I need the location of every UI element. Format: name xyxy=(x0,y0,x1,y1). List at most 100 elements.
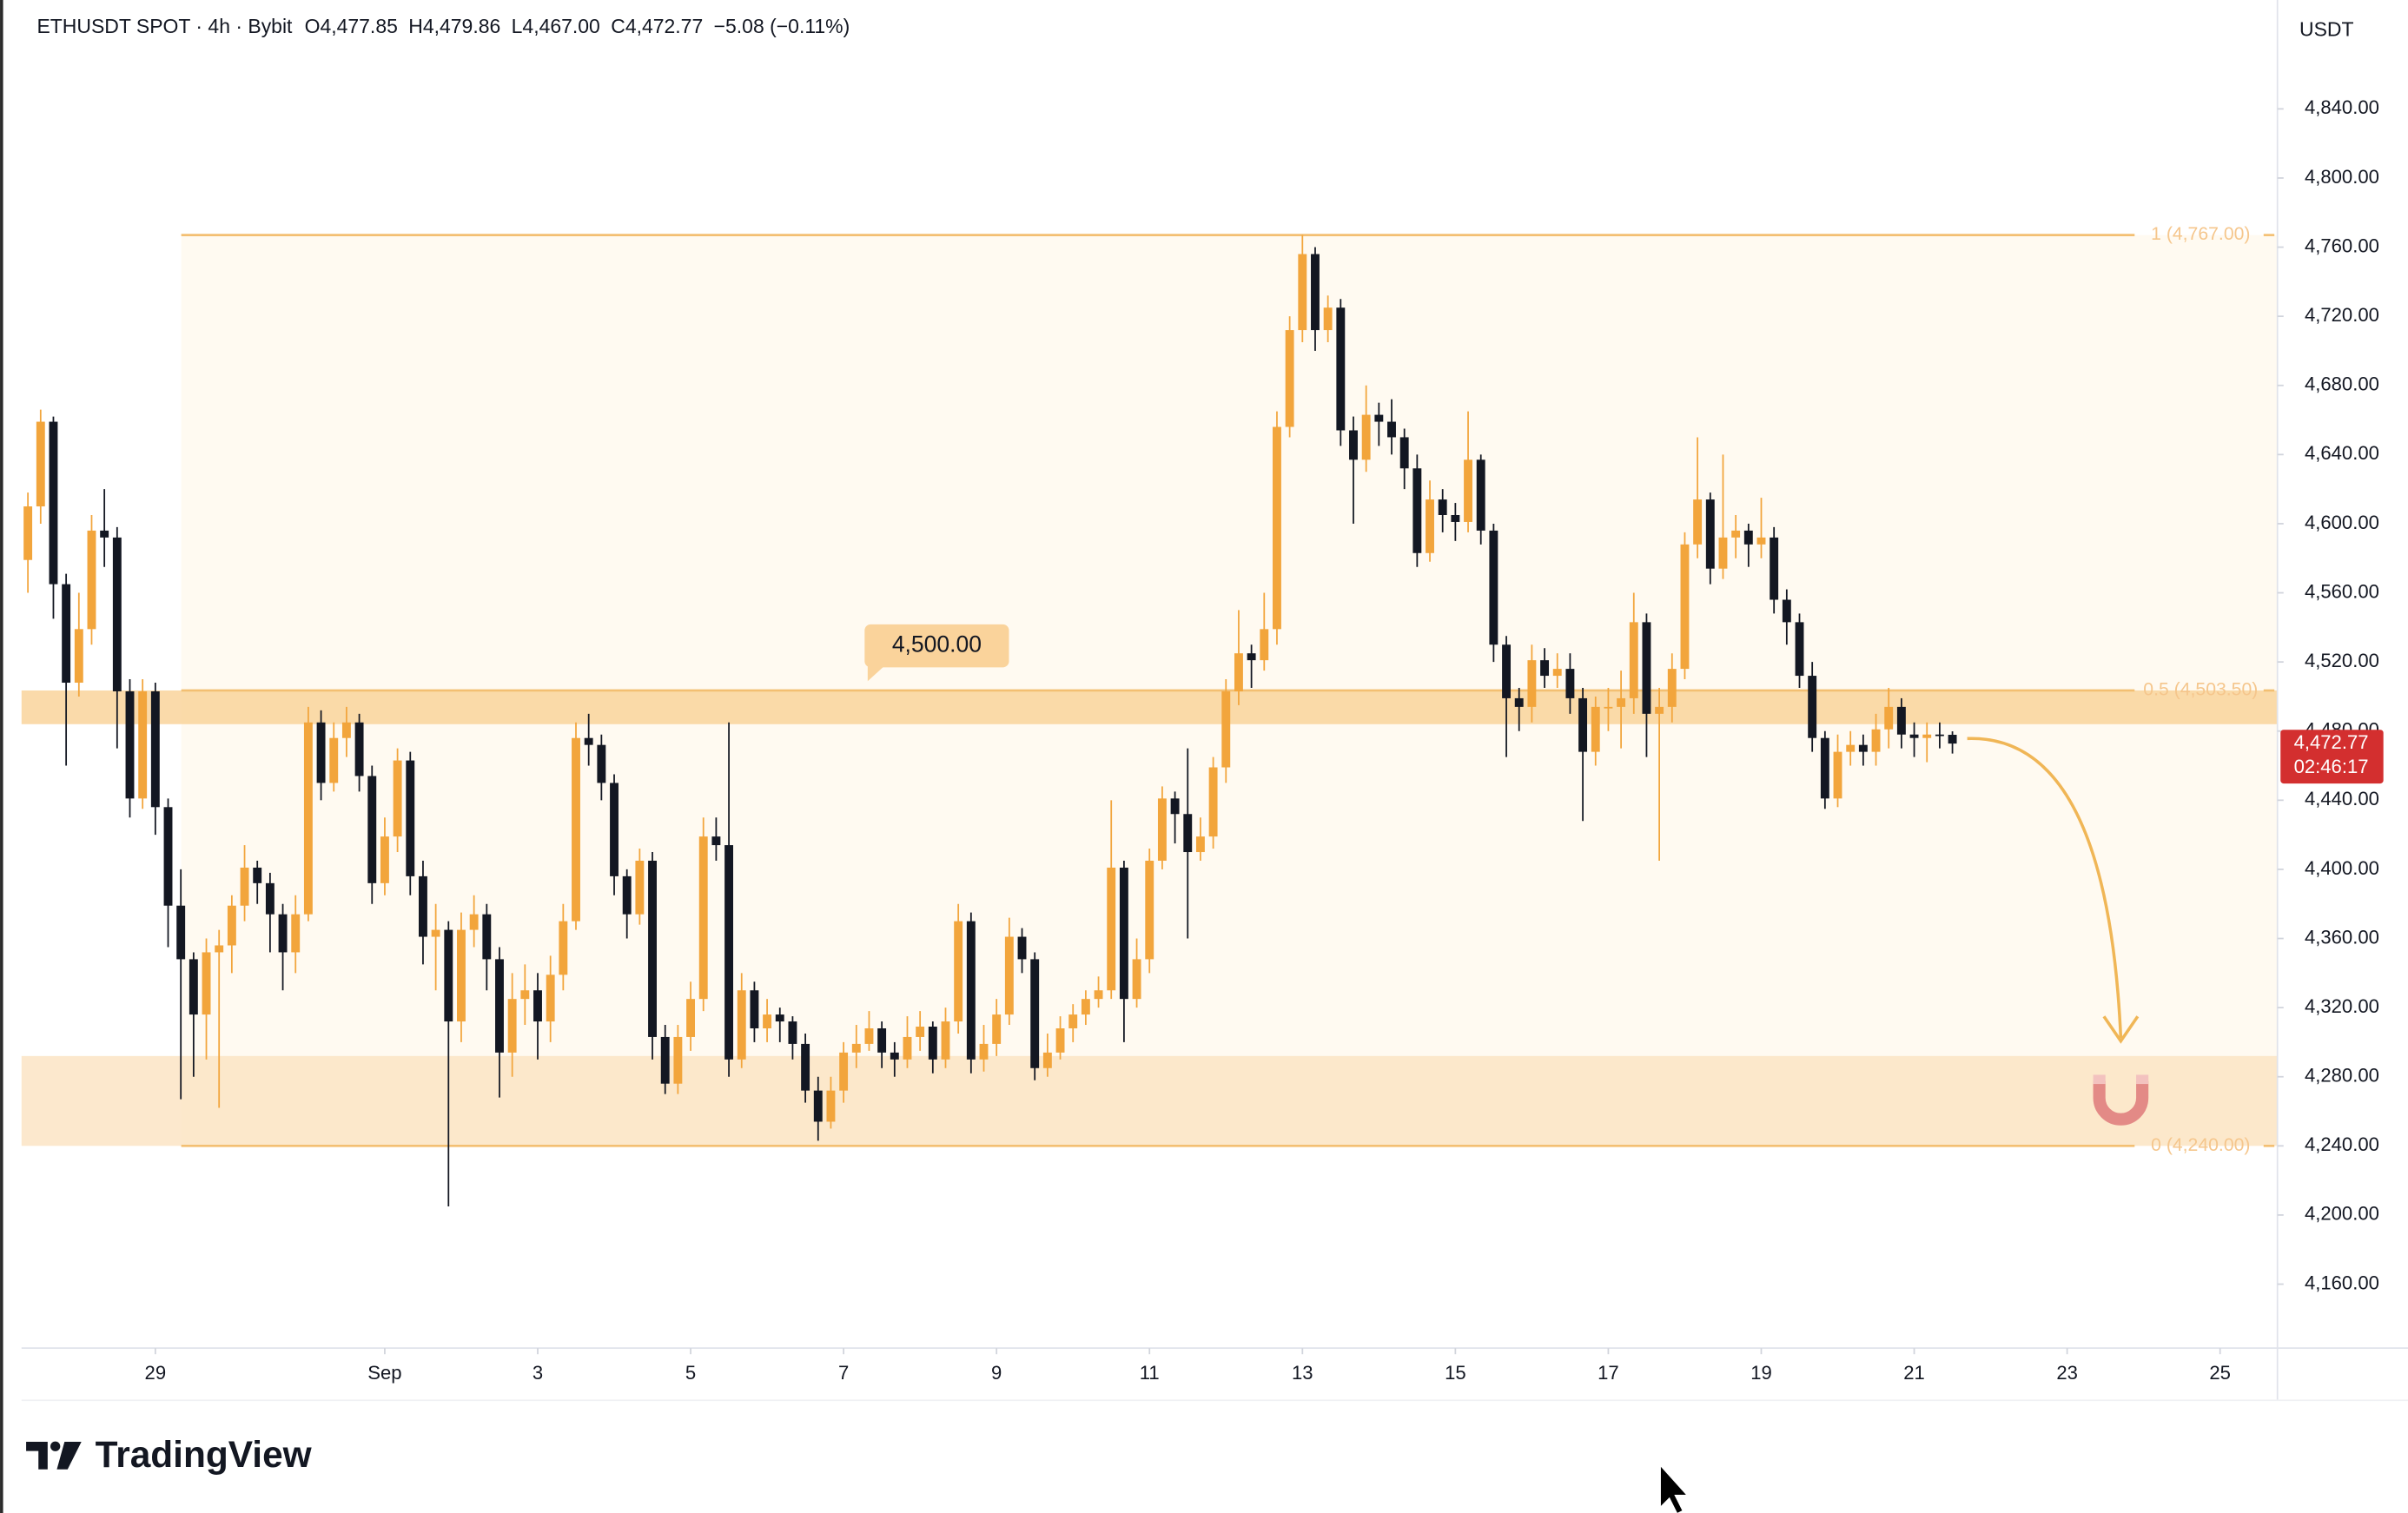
price-change: −5.08 (−0.11%) xyxy=(714,15,850,37)
candle-body xyxy=(23,506,33,560)
candle-body xyxy=(992,1014,1002,1044)
candle-body xyxy=(801,1043,810,1091)
y-tick-label: 4,400.00 xyxy=(2305,857,2379,879)
candle-body xyxy=(1909,734,1919,738)
candle-body xyxy=(686,999,696,1037)
candle-body xyxy=(176,905,186,960)
y-tick-label: 4,200.00 xyxy=(2305,1203,2379,1225)
brand-name: TradingView xyxy=(96,1434,313,1475)
candle-body xyxy=(916,1027,925,1037)
candle-body xyxy=(520,990,530,1000)
candle-body xyxy=(1591,706,1600,752)
candle-body xyxy=(1743,530,1753,545)
candle-body xyxy=(1782,599,1791,623)
candle-body xyxy=(711,836,721,846)
candle-body xyxy=(890,1052,899,1060)
candle-body xyxy=(163,807,173,906)
callout-label: 4,500.00 xyxy=(892,631,982,657)
magnet-body xyxy=(2093,1080,2149,1126)
candle-body xyxy=(533,990,542,1022)
candle-body xyxy=(1896,706,1906,735)
candle-body xyxy=(1948,735,1957,744)
candle-body xyxy=(1336,307,1346,431)
candle-body xyxy=(202,952,211,1015)
candle-body xyxy=(610,783,619,876)
y-tick-label: 4,240.00 xyxy=(2305,1133,2379,1155)
candle-body xyxy=(1935,734,1944,737)
candle-body xyxy=(418,875,427,937)
candle-body xyxy=(660,1036,670,1084)
x-tick-label: 5 xyxy=(685,1362,696,1384)
x-tick-label: Sep xyxy=(367,1362,401,1384)
last-price-tag xyxy=(2280,730,2384,784)
logo-mark xyxy=(50,1441,61,1451)
candle-body xyxy=(1642,622,1651,714)
candle-body xyxy=(1107,867,1116,991)
candle-body xyxy=(1260,629,1269,661)
candle-body xyxy=(1922,734,1932,738)
candle-body xyxy=(495,959,504,1053)
candle-body xyxy=(1846,744,1856,752)
y-tick-label: 4,320.00 xyxy=(2305,995,2379,1017)
candle-body xyxy=(457,929,466,1022)
candle-body xyxy=(100,530,109,538)
candle-body xyxy=(1489,530,1498,645)
candle-body xyxy=(1068,1014,1078,1029)
candle-body xyxy=(1247,653,1256,661)
candle-body xyxy=(1858,744,1868,752)
candle-body xyxy=(1527,660,1537,707)
y-tick-label: 4,440.00 xyxy=(2305,788,2379,809)
arrow-head xyxy=(2102,1015,2140,1044)
candle-body xyxy=(1195,836,1205,853)
candle-body xyxy=(1514,697,1524,707)
candle-body xyxy=(380,836,389,883)
mouse-cursor xyxy=(1659,1463,1690,1513)
candle-body xyxy=(62,584,71,684)
candle-body xyxy=(150,690,160,808)
candle-body xyxy=(1680,544,1690,670)
candle-body xyxy=(1349,430,1358,460)
candle-body xyxy=(507,999,517,1053)
candle-body xyxy=(341,722,351,738)
candle-body xyxy=(1004,936,1014,1015)
candle-body xyxy=(928,1027,937,1060)
brand-logo: TradingView xyxy=(26,1434,313,1475)
candle-body xyxy=(1871,729,1881,752)
candle-body xyxy=(546,975,555,1022)
candle-body xyxy=(1132,959,1141,1000)
logo-mark xyxy=(26,1441,48,1470)
ohlc-key: C xyxy=(611,15,625,37)
candle-body xyxy=(979,1043,989,1060)
ohlc-key: H xyxy=(408,15,423,37)
candle-body xyxy=(1170,798,1180,815)
candle-body xyxy=(1756,537,1766,545)
candle-body xyxy=(1718,537,1728,569)
candle-body xyxy=(1387,421,1396,438)
candle-body xyxy=(265,882,275,915)
candle-body xyxy=(1426,499,1434,553)
candle-body xyxy=(1451,514,1460,522)
candle-body xyxy=(966,921,976,1060)
candle-body xyxy=(1617,697,1626,707)
candle-body xyxy=(1884,706,1894,730)
candle-body xyxy=(406,760,415,876)
candle-body xyxy=(49,421,58,585)
candle-body xyxy=(597,744,606,783)
candle-body xyxy=(1667,669,1677,707)
candle-body xyxy=(851,1043,861,1053)
candle-body xyxy=(36,421,45,507)
candles xyxy=(23,235,1957,1206)
candle-body xyxy=(572,737,580,922)
candle-body xyxy=(1094,990,1103,1000)
candle-body xyxy=(1464,459,1472,522)
candle-body xyxy=(1183,814,1193,853)
candle-body xyxy=(1221,690,1231,768)
candle-body xyxy=(1693,499,1703,545)
candle-body xyxy=(648,860,657,1037)
x-tick-label: 17 xyxy=(1598,1362,1619,1384)
candle-body xyxy=(1323,307,1333,331)
candle-body xyxy=(864,1028,874,1044)
candle-body xyxy=(393,760,402,837)
candle-body xyxy=(1552,669,1562,677)
